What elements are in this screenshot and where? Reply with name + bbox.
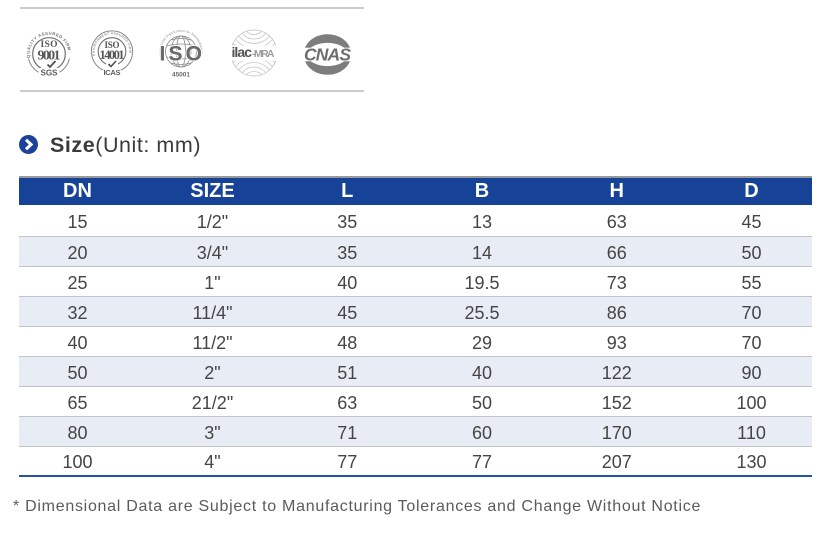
- svg-text:-MRA: -MRA: [252, 48, 275, 60]
- svg-text:9001: 9001: [38, 49, 61, 64]
- svg-text:45001: 45001: [172, 71, 190, 78]
- svg-text:CNAS: CNAS: [304, 45, 351, 65]
- svg-text:14001: 14001: [100, 48, 125, 62]
- svg-text:ilac: ilac: [232, 44, 253, 60]
- svg-text:ISO: ISO: [105, 40, 120, 50]
- svg-text:ISO: ISO: [41, 40, 58, 50]
- svg-text:SGS: SGS: [41, 69, 59, 78]
- svg-text:ISO: ISO: [160, 43, 203, 66]
- svg-text:ICAS: ICAS: [104, 68, 121, 77]
